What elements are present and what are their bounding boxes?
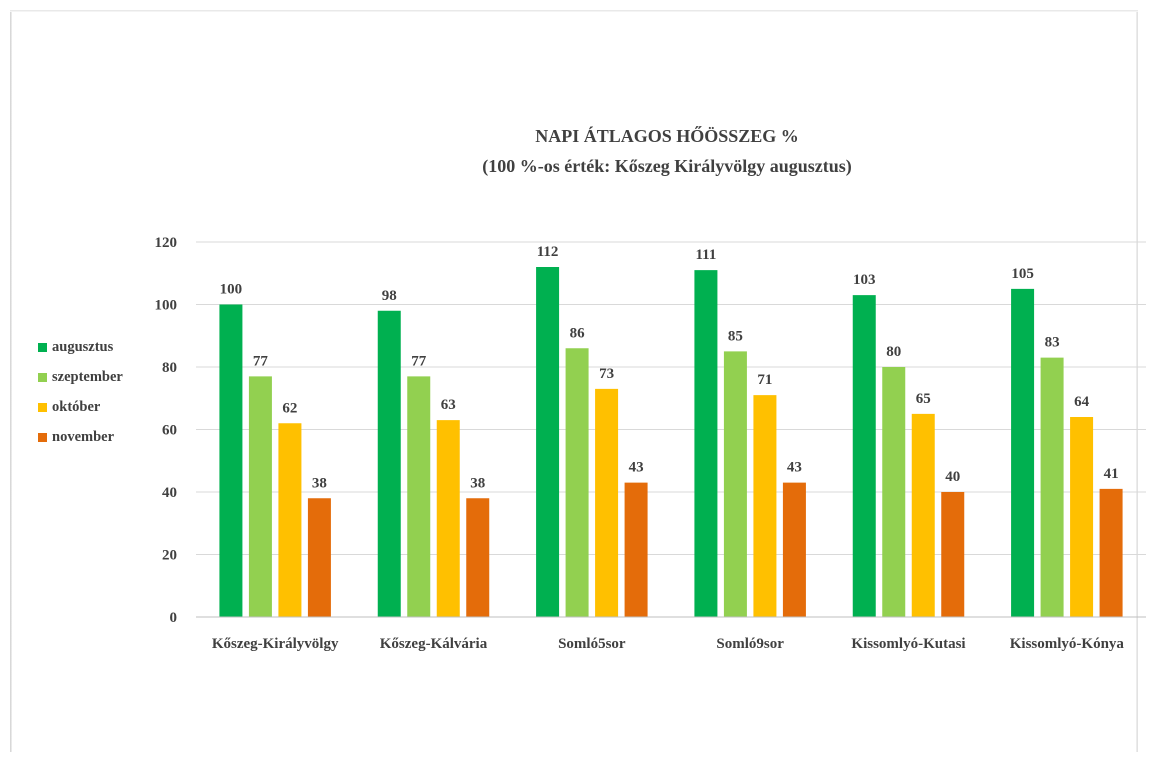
data-label: 64 — [1074, 394, 1090, 410]
data-label: 98 — [382, 288, 397, 304]
data-label: 83 — [1045, 335, 1060, 351]
data-label: 111 — [695, 247, 716, 263]
bar — [724, 351, 747, 617]
x-category-label: Somló9sor — [716, 636, 784, 652]
data-label: 103 — [853, 272, 876, 288]
bar — [1011, 289, 1034, 617]
data-label: 43 — [787, 460, 802, 476]
data-label: 100 — [220, 282, 243, 298]
data-label: 41 — [1104, 466, 1119, 482]
bar — [853, 295, 876, 617]
data-label: 40 — [945, 469, 960, 485]
data-label: 43 — [629, 460, 644, 476]
data-label: 62 — [282, 400, 297, 416]
bar — [278, 423, 301, 617]
data-label: 38 — [470, 475, 485, 491]
bar — [912, 414, 935, 617]
data-label: 86 — [570, 325, 586, 341]
data-label: 73 — [599, 366, 614, 382]
bar — [378, 311, 401, 617]
data-label: 65 — [916, 391, 931, 407]
bar — [694, 270, 717, 617]
bar — [308, 498, 331, 617]
x-category-label: Somló5sor — [558, 636, 626, 652]
bar — [466, 498, 489, 617]
data-label: 77 — [411, 353, 427, 369]
bar — [625, 483, 648, 617]
bar — [1100, 489, 1123, 617]
bar — [407, 376, 430, 617]
x-category-label: Kissomlyó-Kutasi — [851, 636, 965, 652]
data-label: 38 — [312, 475, 327, 491]
bar — [1041, 358, 1064, 617]
bar — [753, 395, 776, 617]
y-tick-label: 100 — [155, 298, 178, 314]
bar — [219, 305, 242, 618]
bar — [249, 376, 272, 617]
x-category-label: Kőszeg-Kálvária — [380, 636, 488, 652]
bar — [595, 389, 618, 617]
x-category-label: Kissomlyó-Kónya — [1010, 636, 1125, 652]
data-label: 80 — [886, 344, 901, 360]
x-category-label: Kőszeg-Királyvölgy — [212, 636, 339, 652]
bar — [1070, 417, 1093, 617]
y-tick-label: 80 — [162, 360, 177, 376]
y-tick-label: 120 — [155, 235, 178, 251]
data-label: 112 — [537, 244, 559, 260]
data-label: 105 — [1011, 266, 1034, 282]
bar — [566, 348, 589, 617]
y-tick-label: 40 — [162, 485, 177, 501]
data-label: 71 — [757, 372, 772, 388]
data-label: 77 — [253, 353, 269, 369]
data-label: 85 — [728, 328, 743, 344]
data-label: 63 — [441, 397, 456, 413]
bar — [882, 367, 905, 617]
y-tick-label: 20 — [162, 548, 177, 564]
bar — [536, 267, 559, 617]
y-tick-label: 60 — [162, 423, 177, 439]
bar — [941, 492, 964, 617]
bar — [437, 420, 460, 617]
bar — [783, 483, 806, 617]
y-tick-label: 0 — [170, 610, 178, 626]
